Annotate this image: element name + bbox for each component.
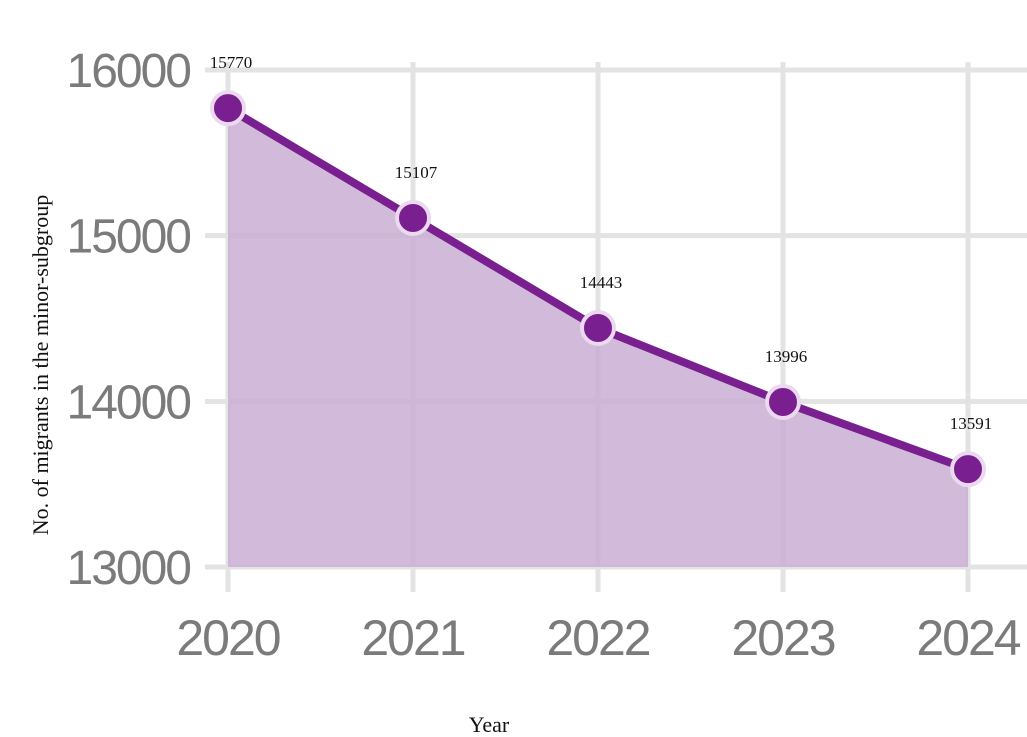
data-label-2021: 15107 bbox=[395, 163, 438, 182]
x-tick-2020: 2020 bbox=[176, 610, 279, 666]
x-axis-title: Year bbox=[469, 712, 510, 737]
x-tick-2024: 2024 bbox=[916, 610, 1020, 666]
y-axis-title: No. of migrants in the minor-subgroup bbox=[28, 195, 53, 536]
y-tick-14000: 14000 bbox=[67, 376, 191, 429]
y-tick-15000: 15000 bbox=[67, 211, 191, 264]
data-label-2023: 13996 bbox=[765, 347, 808, 366]
data-point-2023 bbox=[765, 383, 801, 420]
data-point-2020 bbox=[210, 90, 246, 127]
data-point-2021 bbox=[395, 199, 431, 236]
y-axis-ticks: 13000 14000 15000 16000 bbox=[67, 45, 193, 595]
x-tick-2022: 2022 bbox=[546, 610, 649, 666]
y-tick-13000: 13000 bbox=[67, 542, 191, 595]
data-label-2022: 14443 bbox=[580, 273, 623, 292]
x-tick-2021: 2021 bbox=[361, 610, 464, 666]
data-point-2022 bbox=[580, 309, 616, 346]
y-tick-16000: 16000 bbox=[67, 45, 191, 98]
data-labels: 15770 15107 14443 13996 13591 bbox=[210, 53, 993, 433]
data-point-2024 bbox=[950, 451, 986, 488]
x-axis-ticks: 2020 2021 2022 2023 2024 bbox=[176, 610, 1022, 666]
x-tick-2023: 2023 bbox=[731, 610, 834, 666]
data-label-2020: 15770 bbox=[210, 53, 253, 72]
data-points bbox=[210, 90, 986, 488]
data-label-2024: 13591 bbox=[950, 414, 993, 433]
